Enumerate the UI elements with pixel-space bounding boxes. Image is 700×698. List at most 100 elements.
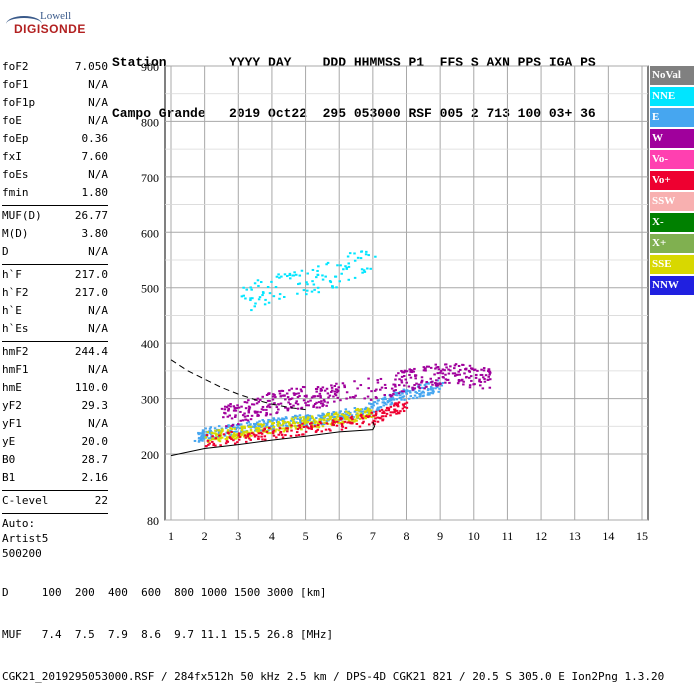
echo-point-e — [370, 405, 373, 408]
echo-point-e — [418, 395, 421, 398]
echo-point-sse — [338, 421, 342, 424]
echo-point-w — [322, 399, 326, 402]
param-name: fxI — [2, 150, 22, 163]
echo-point-vo — [355, 422, 359, 425]
echo-point-w — [462, 380, 465, 383]
param-value: N/A — [88, 417, 108, 430]
echo-point-e — [377, 399, 380, 402]
echo-point-sse — [259, 423, 263, 426]
echo-point-sse — [291, 418, 295, 421]
echo-point-nne — [316, 286, 320, 289]
echo-point-w — [268, 403, 271, 406]
echo-point-w — [435, 366, 438, 369]
y-tick-label: 80 — [147, 514, 159, 528]
echo-point-w — [446, 379, 449, 382]
echo-point-vo — [290, 424, 293, 427]
echo-point-vo — [264, 438, 267, 441]
echo-point-sse — [276, 423, 280, 426]
echo-point-w — [330, 384, 333, 387]
echo-point-w — [336, 396, 340, 399]
echo-point-nne — [316, 273, 319, 276]
echo-point-w — [418, 387, 422, 390]
param-row: foEp 0.36 — [2, 130, 108, 148]
echo-point-e — [371, 406, 374, 409]
echo-point-sse — [307, 416, 310, 419]
echo-point-sse — [247, 425, 251, 428]
y-tick-label: 900 — [141, 60, 159, 74]
echo-point-w — [285, 392, 289, 395]
legend-item-vo: Vo- — [650, 150, 694, 169]
echo-point-sse — [272, 422, 276, 425]
echo-point-vo — [374, 412, 378, 415]
legend-item-x: X- — [650, 213, 694, 232]
echo-point-sse — [225, 438, 229, 441]
echo-point-sse — [348, 413, 352, 416]
echo-point-vo — [277, 433, 280, 436]
echo-point-e — [291, 416, 295, 419]
echo-point-nne — [338, 280, 342, 283]
echo-point-w — [351, 396, 355, 399]
echo-point-vo — [331, 419, 335, 422]
echo-point-nne — [267, 301, 271, 304]
echo-point-w — [437, 377, 441, 380]
echo-point-w — [408, 373, 411, 376]
echo-point-sse — [356, 412, 359, 415]
echo-point-sse — [336, 413, 340, 416]
param-name: foE — [2, 114, 22, 127]
echo-point-nne — [278, 293, 282, 296]
y-tick-label: 300 — [141, 393, 159, 407]
echo-point-e — [425, 382, 428, 385]
echo-point-e — [436, 379, 439, 382]
y-tick-label: 200 — [141, 448, 159, 462]
echo-point-nne — [295, 273, 298, 276]
echo-point-nne — [365, 250, 368, 253]
echo-point-vo — [298, 424, 301, 427]
echo-point-e — [235, 426, 238, 429]
echo-point-vo — [399, 410, 402, 413]
echo-point-vo — [393, 411, 396, 414]
echo-point-w — [305, 404, 308, 407]
echo-point-w — [453, 367, 456, 370]
echo-point-vo — [226, 431, 230, 434]
echo-point-w — [427, 365, 431, 368]
echo-point-sse — [266, 432, 270, 435]
echo-point-e — [395, 391, 398, 394]
echo-point-sse — [248, 431, 252, 434]
echo-point-sse — [257, 427, 261, 430]
x-tick-label: 14 — [602, 529, 614, 543]
echo-point-vo — [305, 425, 308, 428]
echo-point-sse — [219, 436, 222, 439]
param-name: hmF1 — [2, 363, 29, 376]
echo-point-w — [411, 388, 415, 391]
echo-point-e — [255, 421, 259, 424]
echo-point-e — [396, 394, 399, 397]
echo-point-vo — [296, 428, 300, 431]
echo-point-w — [246, 419, 250, 422]
echo-point-w — [264, 414, 268, 417]
param-value: N/A — [88, 322, 108, 335]
echo-point-w — [441, 372, 445, 375]
echo-point-w — [441, 368, 445, 371]
echo-point-sse — [303, 420, 306, 423]
echo-point-sse — [281, 420, 285, 423]
echo-point-w — [402, 375, 406, 378]
echo-point-nne — [362, 269, 366, 272]
echo-point-w — [436, 372, 440, 375]
echo-point-vo — [289, 434, 293, 437]
echo-point-e — [280, 418, 284, 421]
echo-point-w — [487, 370, 490, 373]
echo-point-vo — [395, 409, 399, 412]
echo-point-vo — [392, 404, 396, 407]
echo-point-w — [363, 397, 366, 400]
echo-point-w — [389, 393, 392, 396]
echo-point-w — [330, 386, 334, 389]
echo-point-vo — [301, 433, 305, 436]
footer-file-info: CGK21_2019295053000.RSF / 284fx512h 50 k… — [2, 670, 665, 683]
echo-point-w — [488, 370, 492, 373]
echo-point-nne — [331, 286, 335, 289]
echo-point-w — [312, 405, 315, 408]
echo-point-e — [363, 408, 367, 411]
echo-point-w — [325, 387, 329, 390]
echo-point-sse — [268, 432, 272, 435]
echo-point-vo — [234, 442, 237, 445]
